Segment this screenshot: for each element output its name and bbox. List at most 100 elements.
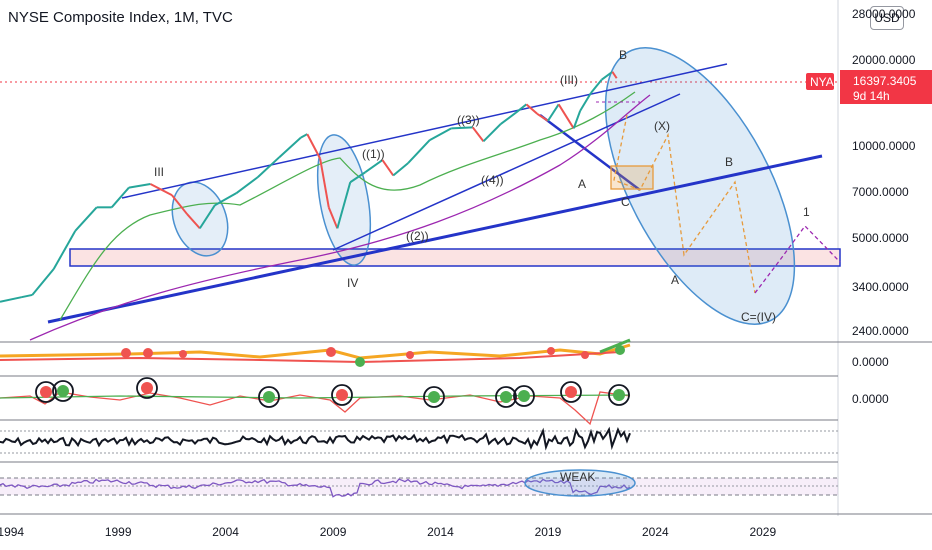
price-segment (557, 103, 575, 129)
correction-line (539, 114, 641, 191)
price-segment (300, 133, 308, 139)
label-wave-1: ((1)) (362, 147, 385, 161)
label-wave-III-bracket: (III) (560, 73, 578, 87)
label-wave-X: (X) (654, 119, 670, 133)
label-wave-2: ((2)) (406, 229, 429, 243)
label-wave-3: ((3)) (457, 113, 480, 127)
indicator-1-value: 0.0000 (852, 355, 889, 369)
price-segment (515, 103, 528, 114)
price-segment (336, 181, 352, 229)
ma-slow (29, 94, 651, 341)
price-series (0, 71, 618, 303)
price-segment (601, 71, 613, 81)
price-segment (611, 71, 618, 79)
price-segment (198, 204, 216, 229)
x-tick: 2004 (212, 525, 239, 539)
label-wave-C: C (621, 195, 630, 209)
price-segment (21, 293, 33, 299)
price-segment (482, 123, 502, 143)
price-segment (149, 183, 173, 196)
price-segment (429, 127, 452, 141)
symbol-tag: NYA (810, 75, 834, 89)
price-segment (319, 158, 330, 208)
y-tick: 7000.0000 (852, 185, 909, 199)
price-segment (327, 206, 339, 229)
price-segment (349, 171, 366, 184)
label-wave-1-proj: 1 (803, 205, 810, 219)
price-segment (579, 92, 592, 112)
price-segment (235, 176, 259, 194)
price-segment (128, 183, 151, 189)
indicator-pane-3 (0, 426, 838, 454)
currency-button[interactable]: USD (870, 6, 904, 30)
wave-1-projection (754, 224, 841, 294)
price-segment (392, 162, 409, 177)
price-segment (31, 268, 55, 296)
price-segment (306, 133, 322, 160)
price-segment (0, 296, 22, 303)
price-segment (547, 103, 560, 122)
wave-ellipse (604, 47, 796, 325)
price-segment (572, 110, 582, 129)
x-tick: 1994 (0, 525, 24, 539)
x-tick: 2029 (749, 525, 776, 539)
y-tick: 5000.0000 (852, 231, 909, 245)
x-tick: 2019 (535, 525, 562, 539)
price-segment (74, 206, 98, 232)
label-wave-4: ((4)) (481, 173, 504, 187)
price-segment (52, 230, 77, 270)
y-tick: 20000.0000 (852, 53, 916, 67)
price-tag-value: 16397.3405 (853, 74, 917, 88)
symbol-tag-bg (806, 73, 834, 90)
price-tag-bg (840, 70, 932, 104)
label-wave-B: B (619, 48, 627, 62)
price-segment (590, 79, 603, 94)
x-tick: 1999 (105, 525, 132, 539)
long-trendline (47, 154, 823, 324)
ma-medium (59, 91, 636, 321)
price-segment (186, 213, 201, 230)
label-wave-C-IV: C=(IV) (741, 310, 776, 324)
indicator-pane-1 (0, 338, 631, 367)
price-segment (525, 103, 538, 115)
price-segment (500, 112, 517, 125)
indicator-pane-4: WEAK (0, 469, 838, 498)
price-segment (471, 126, 485, 142)
projection-path (613, 114, 756, 294)
y-tick: 3400.0000 (852, 280, 909, 294)
price-segment (257, 156, 281, 178)
price-segment (171, 194, 188, 215)
label-wave-III: III (154, 165, 164, 179)
upper-channel-line (121, 63, 728, 199)
label-wave-A: A (578, 177, 586, 191)
label-weak: WEAK (560, 470, 595, 484)
y-tick: 2400.0000 (852, 324, 909, 338)
indicator-2-value: 0.0000 (852, 392, 889, 406)
x-tick: 2009 (320, 525, 347, 539)
label-wave-A-proj: A (671, 273, 679, 287)
x-tick: 2014 (427, 525, 454, 539)
label-wave-B-proj: B (725, 155, 733, 169)
price-segment (451, 126, 473, 130)
price-axis: 28000.0000 20000.0000 10000.0000 7000.00… (852, 7, 916, 406)
y-tick: 28000.0000 (852, 7, 916, 21)
price-segment (110, 186, 130, 208)
price-segment (536, 112, 549, 122)
price-tag-countdown: 9d 14h (853, 89, 890, 103)
lower-channel-line (332, 93, 681, 251)
indicator-pane-2 (0, 377, 631, 426)
support-zone (69, 248, 841, 267)
chart-title: NYSE Composite Index, 1M, TVC (8, 9, 233, 26)
time-axis: 1994 1999 2004 2009 2014 2019 2024 2029 (0, 525, 776, 539)
price-segment (214, 192, 237, 207)
y-tick: 10000.0000 (852, 139, 916, 153)
label-wave-IV: IV (347, 276, 358, 290)
target-box (610, 165, 654, 190)
x-tick: 2024 (642, 525, 669, 539)
price-segment (364, 159, 384, 174)
price-segment (278, 136, 302, 158)
wave-ellipse (316, 134, 372, 266)
price-segment (407, 139, 431, 164)
